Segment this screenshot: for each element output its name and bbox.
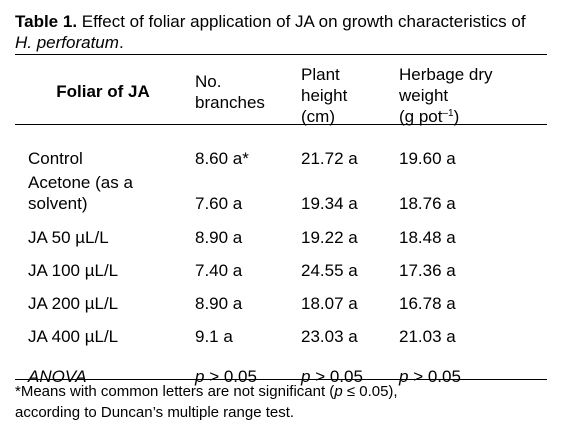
cell-treatment: JA 100 µL/L bbox=[28, 261, 119, 280]
table-row: JA 200 µL/L 8.90 a 18.07 a 16.78 a bbox=[15, 281, 547, 314]
cell-weight: 16.78 a bbox=[399, 294, 456, 313]
header-branches: No. branches bbox=[191, 55, 297, 127]
cell-treatment: JA 200 µL/L bbox=[28, 294, 119, 313]
header-weight-line3: (g pot–1) bbox=[399, 107, 459, 126]
footnote-text-a: *Means with common letters are not signi… bbox=[15, 383, 335, 400]
cell-treatment-line2: solvent) bbox=[28, 194, 88, 213]
footnote-text-c: according to Duncan’s multiple range tes… bbox=[15, 404, 295, 421]
header-weight: Herbage dry weight (g pot–1) bbox=[395, 55, 547, 127]
anova-weight: p > 0.05 bbox=[395, 347, 547, 387]
header-height-line1: Plant bbox=[301, 65, 340, 84]
header-weight-line2: weight bbox=[399, 86, 449, 105]
header-height-line3: (cm) bbox=[301, 107, 335, 126]
cell-branches: 8.90 a bbox=[195, 228, 243, 247]
header-foliar: Foliar of JA bbox=[56, 81, 150, 101]
anova-weight-value: > 0.05 bbox=[408, 367, 461, 386]
cell-treatment: JA 400 µL/L bbox=[28, 327, 119, 346]
cell-weight: 18.76 a bbox=[399, 194, 456, 213]
cell-height: 21.72 a bbox=[301, 149, 358, 168]
caption-text: Effect of foliar application of JA on gr… bbox=[77, 12, 526, 31]
header-weight-close: ) bbox=[453, 107, 460, 126]
table-caption: Table 1. Effect of foliar application of… bbox=[15, 11, 545, 53]
table-row: Acetone (as a solvent) 7.60 a 19.34 a 18… bbox=[15, 169, 547, 214]
cell-height: 18.07 a bbox=[301, 294, 358, 313]
table-row: JA 400 µL/L 9.1 a 23.03 a 21.03 a bbox=[15, 314, 547, 347]
footnote-text-b: ≤ 0.05), bbox=[342, 383, 398, 400]
anova-p-symbol: p bbox=[399, 367, 409, 386]
cell-branches: 8.60 a* bbox=[195, 149, 249, 168]
cell-height: 24.55 a bbox=[301, 261, 358, 280]
anova-branches-value: > 0.05 bbox=[204, 367, 257, 386]
header-weight-unit: (g pot bbox=[399, 107, 443, 126]
cell-treatment: Acetone (as a solvent) bbox=[15, 169, 191, 214]
anova-height-value: > 0.05 bbox=[310, 367, 363, 386]
cell-weight: 19.60 a bbox=[399, 149, 456, 168]
table-label: Table 1. bbox=[15, 12, 78, 31]
anova-p-symbol: p bbox=[195, 367, 205, 386]
cell-height: 23.03 a bbox=[301, 327, 358, 346]
header-height: Plant height (cm) bbox=[297, 55, 395, 127]
table-row: JA 50 µL/L 8.90 a 19.22 a 18.48 a bbox=[15, 214, 547, 248]
cell-weight: 18.48 a bbox=[399, 228, 456, 247]
footnote-p-symbol: p bbox=[334, 383, 343, 400]
header-rule bbox=[15, 124, 547, 125]
anova-label: ANOVA bbox=[28, 367, 87, 386]
table-row: JA 100 µL/L 7.40 a 24.55 a 17.36 a bbox=[15, 248, 547, 281]
anova-branches: p > 0.05 bbox=[191, 347, 297, 387]
cell-height: 19.22 a bbox=[301, 228, 358, 247]
header-weight-line1: Herbage dry bbox=[399, 65, 493, 84]
cell-branches: 7.60 a bbox=[195, 194, 243, 213]
cell-weight: 17.36 a bbox=[399, 261, 456, 280]
cell-weight: 21.03 a bbox=[399, 327, 456, 346]
header-weight-exponent: –1 bbox=[442, 108, 454, 119]
cell-branches: 8.90 a bbox=[195, 294, 243, 313]
data-table: Foliar of JA No. branches Plant height (… bbox=[15, 55, 547, 387]
header-branches-line1: No. bbox=[195, 72, 222, 91]
table-footnote: *Means with common letters are not signi… bbox=[15, 381, 545, 423]
anova-row: ANOVA p > 0.05 p > 0.05 p > 0.05 bbox=[15, 347, 547, 387]
cell-height: 19.34 a bbox=[301, 194, 358, 213]
cell-branches: 7.40 a bbox=[195, 261, 243, 280]
anova-height: p > 0.05 bbox=[297, 347, 395, 387]
table-row: Control 8.60 a* 21.72 a 19.60 a bbox=[15, 145, 547, 169]
anova-p-symbol: p bbox=[301, 367, 311, 386]
caption-period: . bbox=[118, 33, 124, 52]
header-height-line2: height bbox=[301, 86, 348, 105]
header-branches-line2: branches bbox=[195, 93, 265, 112]
bottom-rule bbox=[15, 379, 547, 380]
spacer-row bbox=[15, 127, 547, 145]
cell-branches: 9.1 a bbox=[195, 327, 233, 346]
top-rule bbox=[15, 54, 547, 55]
cell-treatment: Control bbox=[28, 149, 83, 168]
caption-species: H. perforatum bbox=[15, 33, 119, 52]
header-row: Foliar of JA No. branches Plant height (… bbox=[15, 55, 547, 127]
cell-treatment: JA 50 µL/L bbox=[28, 228, 109, 247]
cell-treatment-line1: Acetone (as a bbox=[28, 173, 133, 192]
